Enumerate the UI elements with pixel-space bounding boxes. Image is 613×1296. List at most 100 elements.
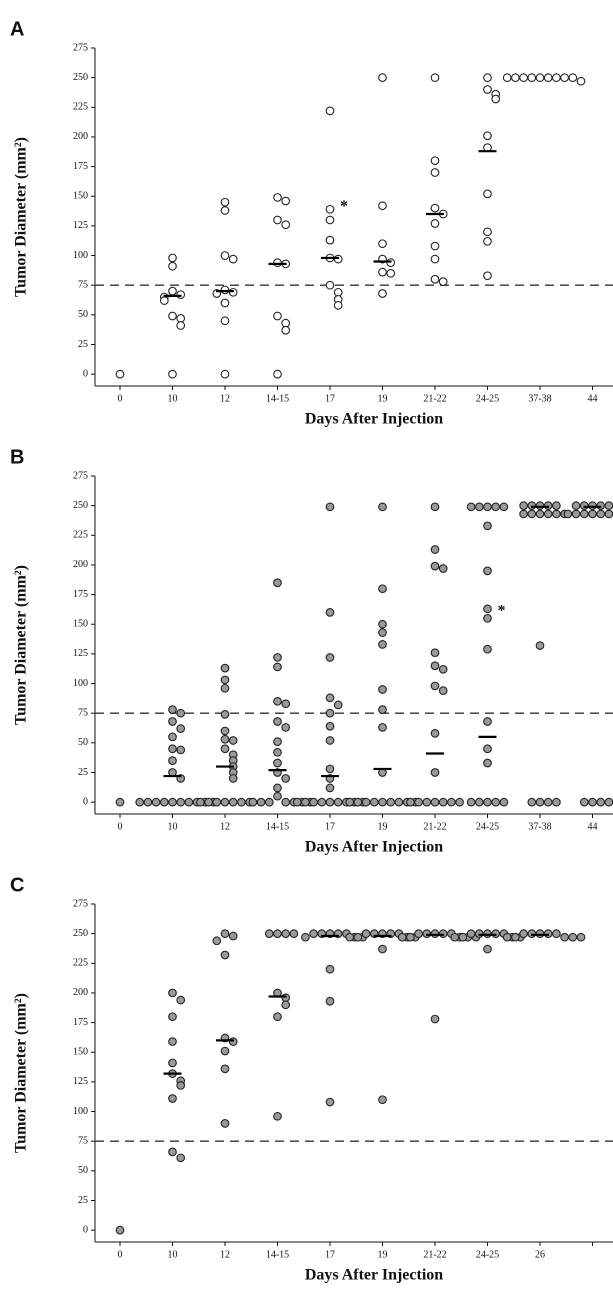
data-point [535, 929, 545, 938]
data-point [168, 988, 177, 998]
x-tick-label: 12 [220, 1249, 230, 1260]
data-point [325, 502, 335, 512]
data-point [438, 686, 448, 696]
data-point [176, 708, 186, 718]
data-point [378, 1095, 387, 1105]
data-point [535, 73, 545, 82]
y-tick-label: 100 [73, 678, 88, 689]
data-point [168, 311, 177, 321]
data-point [115, 369, 125, 379]
data-point [281, 325, 291, 335]
data-point [256, 797, 266, 807]
x-axis-title: Days After Injection [305, 411, 443, 428]
y-tick-label: 75 [78, 707, 88, 718]
data-point [519, 509, 528, 519]
data-point [560, 932, 569, 942]
x-tick-label: 37-38 [528, 393, 551, 404]
data-point [491, 929, 501, 938]
data-point [168, 756, 177, 765]
data-point [220, 285, 230, 295]
data-point [176, 1081, 186, 1090]
data-point [168, 369, 177, 379]
data-point [176, 290, 186, 300]
x-tick-label: 24-25 [476, 821, 499, 832]
data-point [430, 661, 440, 671]
data-point [430, 156, 440, 166]
y-tick-label: 150 [73, 1047, 88, 1058]
data-point [458, 932, 468, 942]
y-tick-label: 75 [78, 1135, 88, 1146]
data-point [281, 699, 291, 709]
data-point [273, 696, 282, 706]
data-point [168, 705, 177, 714]
data-point [378, 797, 387, 807]
data-point [353, 797, 363, 807]
data-point [535, 509, 545, 519]
data-point [438, 797, 448, 807]
data-point [483, 929, 492, 938]
data-point [220, 929, 230, 938]
data-point [220, 950, 230, 960]
data-point [430, 254, 440, 264]
data-point [176, 797, 186, 807]
data-point [588, 501, 597, 510]
data-point [604, 501, 613, 510]
data-point [406, 797, 415, 807]
data-point [543, 509, 553, 519]
data-point [483, 271, 492, 281]
data-point [325, 708, 335, 718]
data-point [281, 318, 291, 328]
data-point [228, 254, 238, 264]
data-point [220, 206, 230, 215]
data-point [301, 932, 310, 942]
y-tick-label: 175 [73, 1017, 88, 1028]
y-axis-title: Tumor Diameter (mm²) [13, 565, 30, 725]
data-point [455, 797, 464, 807]
y-tick-label: 200 [73, 559, 88, 570]
x-tick-label: 0 [118, 821, 123, 832]
data-point [552, 73, 561, 82]
data-point [563, 509, 573, 519]
data-point [438, 564, 448, 573]
data-point [325, 764, 335, 774]
data-point [115, 797, 125, 807]
x-tick-label: 12 [220, 821, 230, 832]
data-point [552, 929, 561, 938]
data-point [378, 239, 387, 249]
data-point [273, 311, 282, 321]
y-tick-label: 200 [73, 987, 88, 998]
data-point [273, 737, 282, 747]
data-point [151, 797, 161, 807]
data-point [273, 653, 282, 662]
data-point [325, 797, 335, 807]
data-point [499, 797, 509, 807]
data-point [325, 693, 335, 703]
data-point [325, 736, 335, 745]
data-point [220, 726, 230, 736]
data-point [333, 254, 343, 264]
data-point [273, 783, 282, 793]
data-point [430, 768, 440, 777]
data-point [543, 797, 553, 807]
data-point [543, 501, 553, 510]
data-point [483, 73, 492, 82]
data-point [176, 321, 186, 330]
data-point [220, 1046, 230, 1056]
y-tick-label: 275 [73, 470, 88, 481]
x-axis-title: Days After Injection [305, 839, 443, 856]
data-point [386, 268, 396, 278]
data-point [220, 197, 230, 207]
data-point [438, 929, 448, 938]
data-point [499, 502, 509, 512]
y-tick-label: 0 [83, 1224, 88, 1235]
x-tick-label: 14-15 [266, 393, 289, 404]
data-point [552, 501, 561, 510]
data-point [511, 73, 520, 82]
y-tick-label: 275 [73, 898, 88, 909]
data-point [237, 797, 246, 807]
panel-label: A [10, 18, 24, 40]
data-point [228, 287, 238, 297]
data-point [430, 203, 440, 213]
data-point [535, 501, 545, 510]
data-point [397, 932, 407, 942]
